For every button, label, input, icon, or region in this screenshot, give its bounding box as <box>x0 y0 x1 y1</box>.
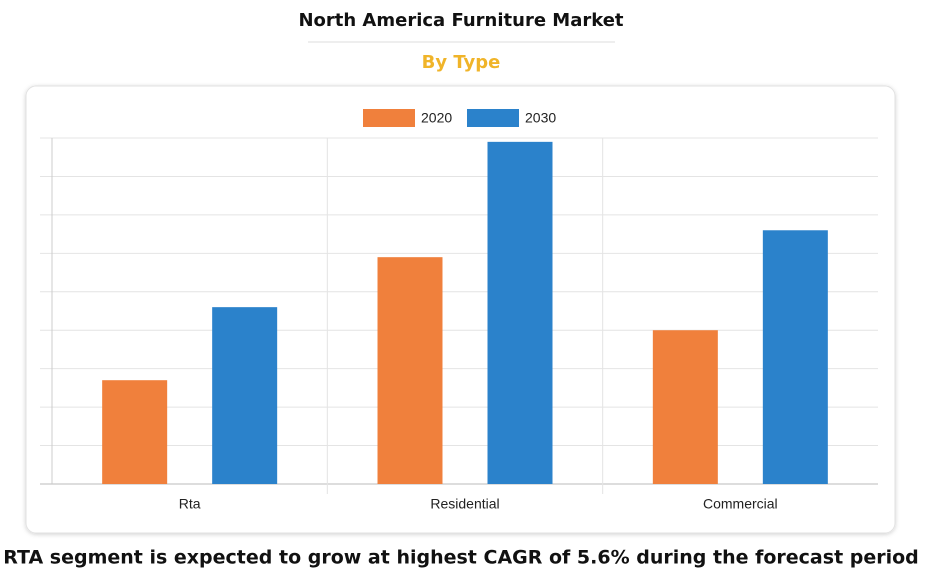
bar <box>212 307 278 484</box>
legend-swatch <box>363 109 415 127</box>
bar <box>487 141 553 484</box>
bar <box>762 230 828 484</box>
x-tick-label: Commercial <box>703 496 778 512</box>
chart-subtitle: By Type <box>422 52 501 73</box>
legend-swatch <box>467 109 519 127</box>
bar <box>377 257 443 484</box>
footnote: RTA segment is expected to grow at highe… <box>3 547 919 569</box>
legend-label: 2030 <box>525 110 556 126</box>
x-tick-label: Residential <box>430 496 499 512</box>
legend-label: 2020 <box>421 110 452 126</box>
bar <box>102 380 168 484</box>
bar <box>652 330 718 484</box>
x-tick-label: Rta <box>179 496 201 512</box>
chart-title: North America Furniture Market <box>298 10 623 31</box>
